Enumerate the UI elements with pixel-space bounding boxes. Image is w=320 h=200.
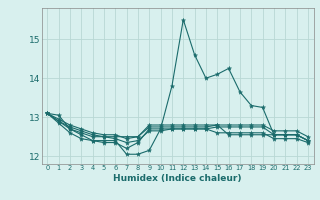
X-axis label: Humidex (Indice chaleur): Humidex (Indice chaleur) [113,174,242,183]
